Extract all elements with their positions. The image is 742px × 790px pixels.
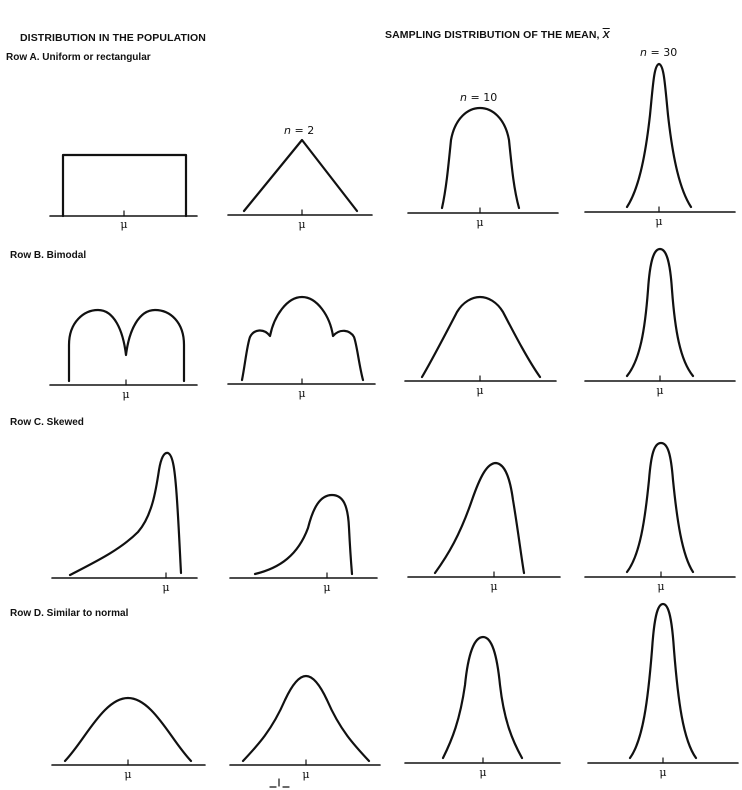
row-c-sampling-n30: μ: [584, 441, 736, 593]
row-c-population-skewed: μ: [51, 451, 198, 594]
row-c-label: Row C. Skewed: [10, 417, 84, 428]
mu-label: μ: [659, 766, 666, 779]
row-d-label: Row D. Similar to normal: [10, 608, 129, 619]
n-value: = 30: [650, 46, 678, 59]
population-column-header: DISTRIBUTION IN THE POPULATION: [20, 32, 206, 44]
row-b-population-bimodal: μ: [49, 308, 198, 401]
mu-label: μ: [298, 218, 305, 231]
mu-label: μ: [490, 580, 497, 593]
sampling-column-header: SAMPLING DISTRIBUTION OF THE MEAN, X: [385, 29, 610, 41]
mu-label: μ: [122, 388, 129, 401]
n-value: = 2: [294, 124, 315, 137]
mu-label: μ: [476, 384, 483, 397]
row-a-sampling-n2: μ: [227, 138, 373, 231]
mu-label: μ: [655, 215, 662, 228]
scan-mark: [269, 778, 290, 788]
mu-label: μ: [323, 581, 330, 594]
mu-label: μ: [656, 384, 663, 397]
row-d-sampling-n30: μ: [587, 602, 739, 779]
row-a-sampling-n10: μ: [407, 106, 559, 229]
row-a-population-uniform: μ: [49, 153, 198, 231]
mu-label: μ: [302, 768, 309, 781]
row-d-sampling-n2: μ: [229, 674, 381, 781]
sampling-header-text: SAMPLING DISTRIBUTION OF THE MEAN,: [385, 29, 600, 41]
mu-label: μ: [124, 768, 131, 781]
mu-label: μ: [479, 766, 486, 779]
x-bar-symbol: X: [602, 29, 610, 41]
n-value: = 10: [470, 91, 498, 104]
row-b-label: Row B. Bimodal: [10, 250, 87, 261]
mu-label: μ: [162, 581, 169, 594]
row-a-sampling-n30: μ: [584, 62, 736, 228]
row-b-sampling-n30: μ: [584, 247, 736, 397]
sample-size-label-n2: n = 2: [284, 124, 314, 137]
n-symbol: n: [640, 46, 647, 59]
mu-label: μ: [298, 387, 305, 400]
row-b-sampling-n10: μ: [404, 295, 557, 397]
row-c-sampling-n10: μ: [407, 461, 561, 593]
row-c-sampling-n2: μ: [229, 493, 378, 594]
row-b-sampling-n2: μ: [227, 295, 376, 400]
n-symbol: n: [460, 91, 467, 104]
mu-label: μ: [476, 216, 483, 229]
mu-label: μ: [120, 218, 127, 231]
sample-size-label-n10: n = 10: [460, 91, 497, 104]
row-d-sampling-n10: μ: [404, 635, 561, 779]
row-a-label: Row A. Uniform or rectangular: [6, 52, 151, 63]
mu-label: μ: [657, 580, 664, 593]
sample-size-label-n30: n = 30: [640, 46, 677, 59]
row-d-population-normal: μ: [51, 696, 206, 781]
n-symbol: n: [284, 124, 291, 137]
